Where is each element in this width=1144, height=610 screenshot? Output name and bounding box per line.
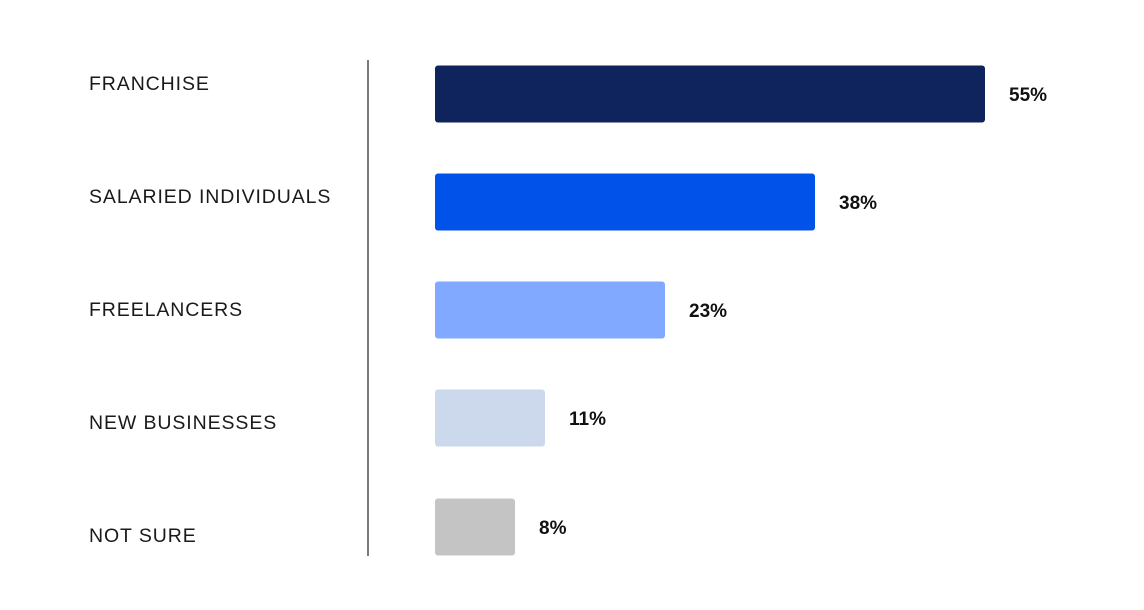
category-label-freelancers: FREELANCERS: [89, 299, 243, 321]
category-label-franchise: FRANCHISE: [89, 73, 210, 95]
bar-franchise: [435, 65, 985, 123]
category-label-not-sure: NOT SURE: [89, 525, 197, 547]
value-label-freelancers: 23%: [689, 301, 727, 322]
value-label-salaried-individuals: 38%: [839, 193, 877, 214]
category-label-new-businesses: NEW BUSINESSES: [89, 412, 277, 434]
category-label-salaried-individuals: SALARIED INDIVIDUALS: [89, 186, 331, 208]
value-label-new-businesses: 11%: [569, 409, 606, 430]
category-labels: FRANCHISE SALARIED INDIVIDUALS FREELANCERS…: [89, 73, 331, 547]
bar-not-sure: [435, 498, 515, 556]
value-labels: 55% 38% 23% 11% 8%: [539, 85, 1047, 539]
bar-freelancers: [435, 281, 665, 339]
bar-new-businesses: [435, 389, 545, 447]
bars: [435, 65, 985, 556]
bar-salaried-individuals: [435, 173, 815, 231]
value-label-franchise: 55%: [1009, 85, 1047, 106]
value-label-not-sure: 8%: [539, 518, 567, 539]
